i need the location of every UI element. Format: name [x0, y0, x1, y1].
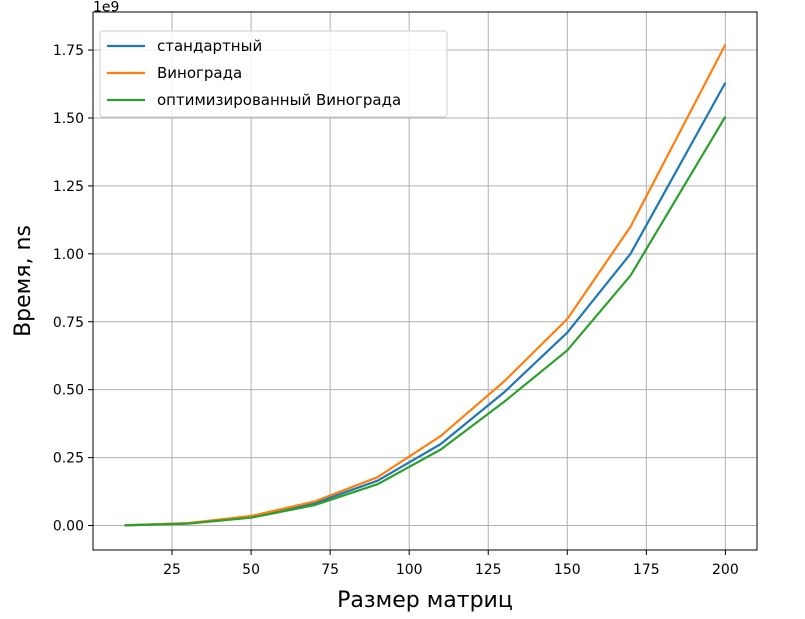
x-tick-label: 75	[321, 562, 339, 578]
y-tick-label: 1.50	[53, 111, 84, 127]
legend-label: Винограда	[157, 64, 242, 82]
y-axis-title: Время, ns	[11, 225, 36, 337]
x-tick-label: 150	[554, 562, 581, 578]
x-tick-label: 50	[242, 562, 260, 578]
x-tick-label: 175	[633, 562, 660, 578]
y-tick-label: 1.75	[53, 43, 84, 59]
series-line	[124, 116, 727, 527]
legend-box	[99, 30, 448, 118]
x-tick-label: 125	[475, 562, 502, 578]
y-tick-label: 0.00	[53, 519, 84, 535]
legend: стандартный Винограда оптимизированный Вин…	[99, 30, 448, 118]
y-tick-label: 0.75	[53, 315, 84, 331]
x-tick-label: 100	[396, 562, 423, 578]
legend-label: оптимизированный Винограда	[157, 91, 401, 109]
x-tick-label: 200	[712, 562, 739, 578]
x-axis-title: Размер матриц	[337, 588, 513, 613]
plot-frame	[92, 11, 758, 551]
series-lines	[124, 44, 727, 527]
legend-label: стандартный	[157, 37, 262, 55]
y-tick-label: 1.00	[53, 247, 84, 263]
y-tick-label: 0.50	[53, 383, 84, 399]
x-tick-label: 25	[163, 562, 181, 578]
y-axis-offset-label: 1e9	[93, 0, 119, 16]
y-tick-label: 1.25	[53, 179, 84, 195]
axis-ticks: 25 50 75 100 125 150 175 200 0.00 0.25 0.50 0.75 1.0…	[53, 43, 739, 578]
grid	[93, 12, 757, 550]
y-tick-label: 0.25	[53, 451, 84, 467]
